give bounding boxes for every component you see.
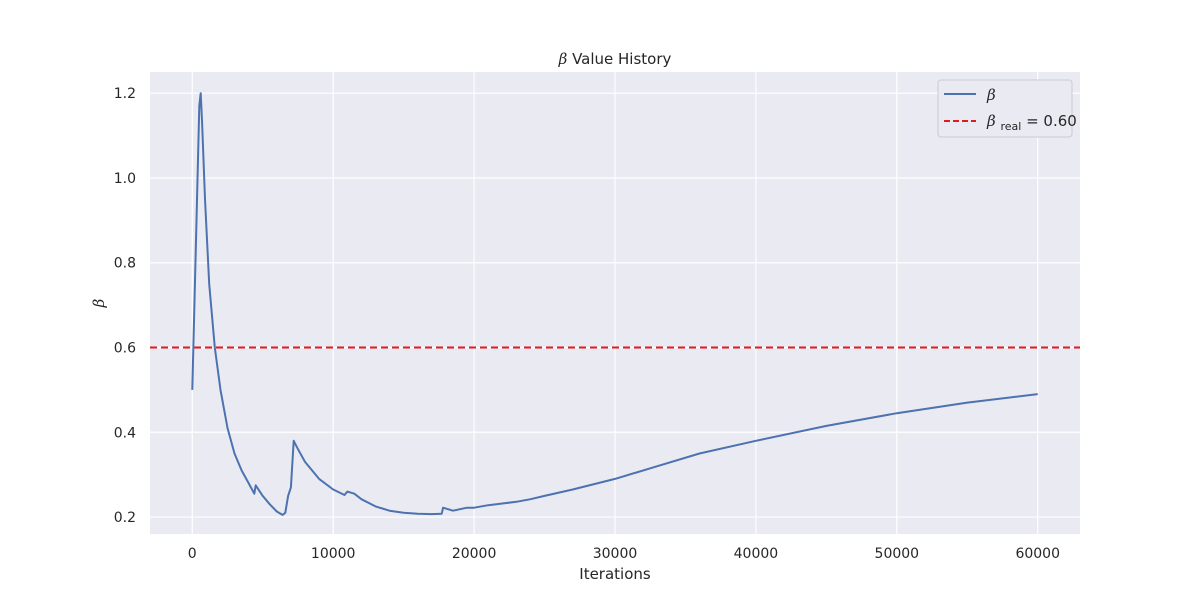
x-tick-label: 30000 [593,546,638,562]
legend-beta-subscript: real [1000,120,1021,133]
y-tick-labels: 0.2 0.4 0.6 0.8 1.0 1.2 [114,86,136,526]
y-tick-label: 0.8 [114,256,136,272]
x-axis-label: Iterations [579,565,651,583]
x-tick-label: 20000 [452,546,497,562]
x-tick-label: 50000 [875,546,920,562]
series-lines [191,92,1038,516]
title-symbol: β [558,50,568,68]
legend: β β real = 0.60 [937,79,1077,138]
y-tick-label: 1.2 [114,86,136,102]
legend-label-beta-real: β real = 0.60 [986,112,1077,134]
legend-label-beta: β [986,86,996,104]
x-tick-label: 10000 [311,546,356,562]
chart-title: β Value History [558,50,672,68]
x-tick-labels: 0 10000 20000 30000 40000 50000 60000 [188,546,1060,562]
legend-beta-symbol: β [986,112,996,130]
x-tick-label: 60000 [1015,546,1060,562]
y-tick-label: 0.4 [114,425,136,441]
y-tick-label: 1.0 [114,171,136,187]
beta-series-line [191,92,1038,516]
legend-beta-value: = 0.60 [1026,112,1077,130]
title-text: Value History [572,50,671,68]
y-axis-label: β [90,298,108,308]
x-tick-label: 40000 [734,546,779,562]
y-tick-label: 0.6 [114,341,136,357]
y-tick-label: 0.2 [114,510,136,526]
x-tick-label: 0 [188,546,197,562]
